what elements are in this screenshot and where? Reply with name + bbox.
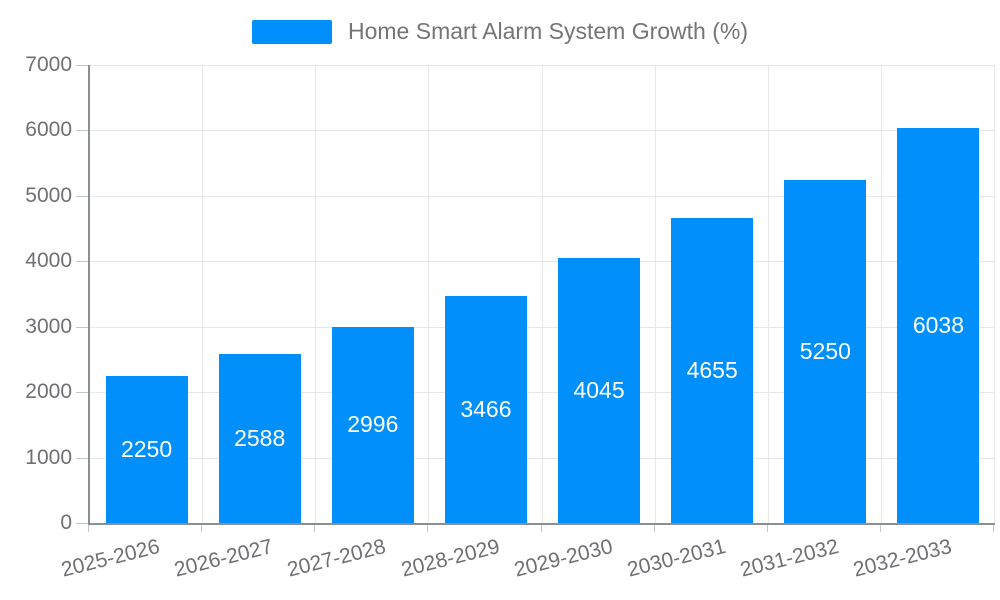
x-tick-label-text: 2027-2028 [285,535,389,582]
legend-label: Home Smart Alarm System Growth (%) [347,18,749,44]
x-tick-label-text: 2029-2030 [511,535,615,582]
y-axis-tick [76,523,88,524]
legend-item[interactable]: Home Smart Alarm System Growth (%) [0,18,1000,45]
bar-value-label: 2250 [120,435,173,462]
x-axis-tick [314,525,316,532]
x-axis-tick [540,525,542,532]
x-axis-tick [88,525,89,532]
gridline-horizontal [90,261,995,263]
x-tick-label-text: 2030-2031 [624,535,728,582]
y-tick-label: 0 [60,511,72,534]
x-axis-tick [201,525,203,532]
x-tick-label-text: 2028-2029 [398,535,502,582]
bar-value-label: 2996 [347,411,399,438]
bar[interactable]: 2250 [105,375,188,523]
bar[interactable]: 4045 [558,258,641,523]
bar-value-label: 3466 [460,396,512,423]
y-axis-tick [76,392,88,394]
bar[interactable]: 2996 [331,326,414,523]
y-tick-label: 4000 [25,249,72,273]
y-axis-tick [76,457,88,459]
gridline-horizontal [90,130,995,132]
x-axis-tick [427,525,429,532]
y-axis-tick [76,65,88,66]
x-tick-label-text: 2025-2026 [59,535,163,582]
gridline-horizontal [90,326,995,328]
y-tick-label: 1000 [25,445,72,469]
bar-value-label: 4655 [686,357,738,384]
bar[interactable]: 2588 [218,353,301,523]
bar[interactable]: 5250 [784,179,867,523]
x-axis-tick [879,525,881,532]
y-tick-label: 7000 [25,53,72,76]
bar[interactable]: 6038 [897,127,980,523]
gridline-vertical [654,65,656,523]
plot-area: 2250 2588 2996 3466 4045 4655 5250 6038 [88,65,995,525]
x-axis-tick [653,525,655,532]
y-tick-label: 2000 [25,380,72,404]
bar-value-label: 6038 [912,311,965,338]
gridline-vertical [994,65,995,523]
gridline-horizontal [90,65,995,66]
legend-marker [251,19,332,44]
x-tick-label-text: 2026-2027 [172,535,276,582]
gridline-horizontal [90,195,995,197]
gridline-horizontal [90,392,995,394]
gridline-vertical [541,65,543,523]
bar-value-label: 2588 [234,424,286,451]
gridline-vertical [428,65,430,523]
bar[interactable]: 4655 [671,218,754,523]
y-axis-tick [76,195,88,197]
gridline-vertical [880,65,882,523]
bar[interactable]: 3466 [444,296,527,523]
gridline-vertical [767,65,769,523]
y-tick-label: 5000 [25,183,72,207]
x-axis-tick [766,525,768,532]
bar-value-label: 4045 [573,377,625,404]
gridline-horizontal [90,457,995,459]
x-axis-tick [993,525,994,532]
y-tick-label: 6000 [25,118,72,142]
x-tick-label-text: 2031-2032 [737,535,841,582]
gridline-vertical [202,65,204,523]
y-axis-tick [76,130,88,132]
y-axis-tick [76,326,88,328]
bar-value-label: 5250 [799,337,851,364]
y-axis-tick [76,261,88,263]
y-tick-label: 3000 [25,314,72,338]
x-tick-label-text: 2032-2033 [850,535,955,582]
gridline-vertical [315,65,317,523]
